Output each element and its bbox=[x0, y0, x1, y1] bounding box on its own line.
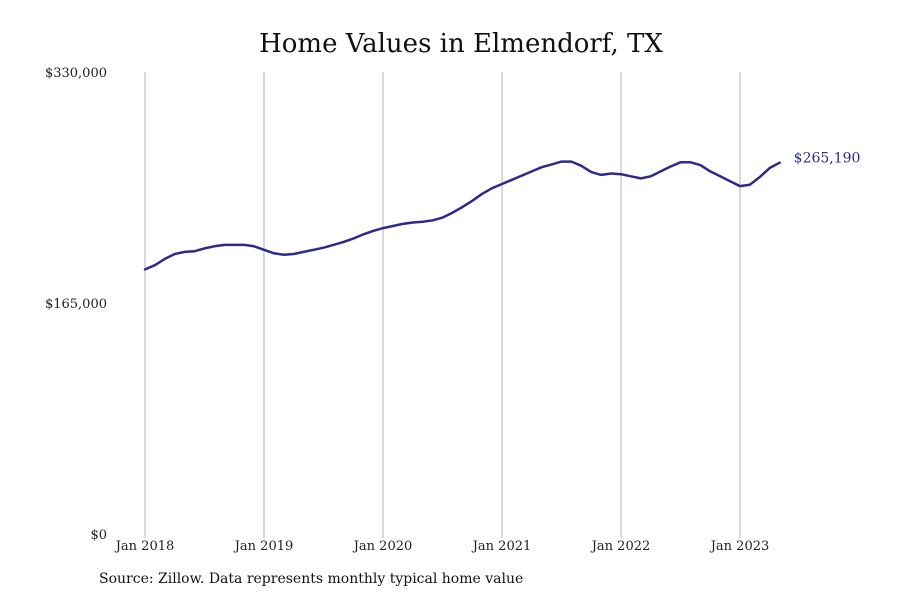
x-tick-label: Jan 2023 bbox=[709, 539, 770, 554]
x-tick-label: Jan 2020 bbox=[352, 539, 413, 554]
y-tick-label: $0 bbox=[90, 528, 107, 543]
x-tick-label: Jan 2018 bbox=[114, 539, 175, 554]
y-tick-label: $165,000 bbox=[45, 297, 107, 312]
y-axis-ticks: $330,000 $165,000 $0 bbox=[45, 66, 107, 543]
x-tick-label: Jan 2019 bbox=[233, 539, 294, 554]
chart-title: Home Values in Elmendorf, TX bbox=[259, 29, 663, 59]
end-value-label: $265,190 bbox=[794, 151, 861, 167]
x-tick-label: Jan 2021 bbox=[471, 539, 532, 554]
series-line bbox=[143, 160, 781, 271]
source-note: Source: Zillow. Data represents monthly … bbox=[99, 571, 524, 587]
y-tick-label: $330,000 bbox=[45, 66, 107, 81]
x-gridlines bbox=[144, 72, 741, 538]
x-axis-ticks: Jan 2018 Jan 2019 Jan 2020 Jan 2021 Jan 2022… bbox=[114, 539, 770, 554]
series-group: $265,190 bbox=[143, 151, 861, 271]
x-tick-label: Jan 2022 bbox=[590, 539, 651, 554]
